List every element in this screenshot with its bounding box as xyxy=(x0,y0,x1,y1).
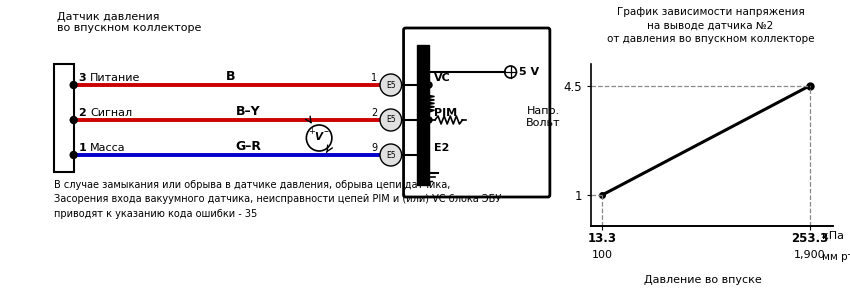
Text: 100: 100 xyxy=(592,250,613,260)
Text: 1,900: 1,900 xyxy=(794,250,825,260)
Text: мм рт.ст.: мм рт.ст. xyxy=(822,252,850,262)
Text: График зависимости напряжения
на выводе датчика №2
от давления во впускном колле: График зависимости напряжения на выводе … xyxy=(607,7,814,44)
Text: Питание: Питание xyxy=(90,73,141,83)
Text: Давление во впуске: Давление во впуске xyxy=(644,275,762,285)
Text: V: V xyxy=(314,132,322,142)
Circle shape xyxy=(71,117,77,124)
Bar xyxy=(54,64,74,172)
Text: B–Y: B–Y xyxy=(235,105,260,118)
Text: 2: 2 xyxy=(371,108,377,118)
Circle shape xyxy=(71,81,77,88)
Circle shape xyxy=(426,82,432,88)
Circle shape xyxy=(71,151,77,159)
Text: +: + xyxy=(308,126,314,135)
Text: Сигнал: Сигнал xyxy=(90,108,133,118)
Text: E5: E5 xyxy=(386,81,395,90)
Text: 2: 2 xyxy=(78,108,87,118)
Circle shape xyxy=(426,117,432,123)
Text: E5: E5 xyxy=(386,115,395,124)
Circle shape xyxy=(380,109,401,131)
Text: Датчик давления: Датчик давления xyxy=(57,12,160,22)
Bar xyxy=(417,45,429,185)
Circle shape xyxy=(380,144,401,166)
Text: –: – xyxy=(324,126,328,136)
Text: 5 V: 5 V xyxy=(519,67,540,77)
Text: E2: E2 xyxy=(434,143,450,153)
Text: Напр.
Вольт: Напр. Вольт xyxy=(526,106,560,128)
Text: G–R: G–R xyxy=(235,140,262,153)
Text: B: B xyxy=(226,70,235,83)
Text: 9: 9 xyxy=(371,143,377,153)
Text: E5: E5 xyxy=(386,151,395,160)
Circle shape xyxy=(380,74,401,96)
Text: 1: 1 xyxy=(78,143,87,153)
Text: В случае замыкания или обрыва в датчике давления, обрыва цепи датчика,
Засорения: В случае замыкания или обрыва в датчике … xyxy=(54,180,502,219)
Text: Масса: Масса xyxy=(90,143,126,153)
Text: 1: 1 xyxy=(371,73,377,83)
Text: 3: 3 xyxy=(78,73,86,83)
Text: PIM: PIM xyxy=(434,108,457,118)
Text: во впускном коллекторе: во впускном коллекторе xyxy=(57,23,201,33)
Text: кПа: кПа xyxy=(822,231,844,241)
Text: VC: VC xyxy=(434,73,451,83)
